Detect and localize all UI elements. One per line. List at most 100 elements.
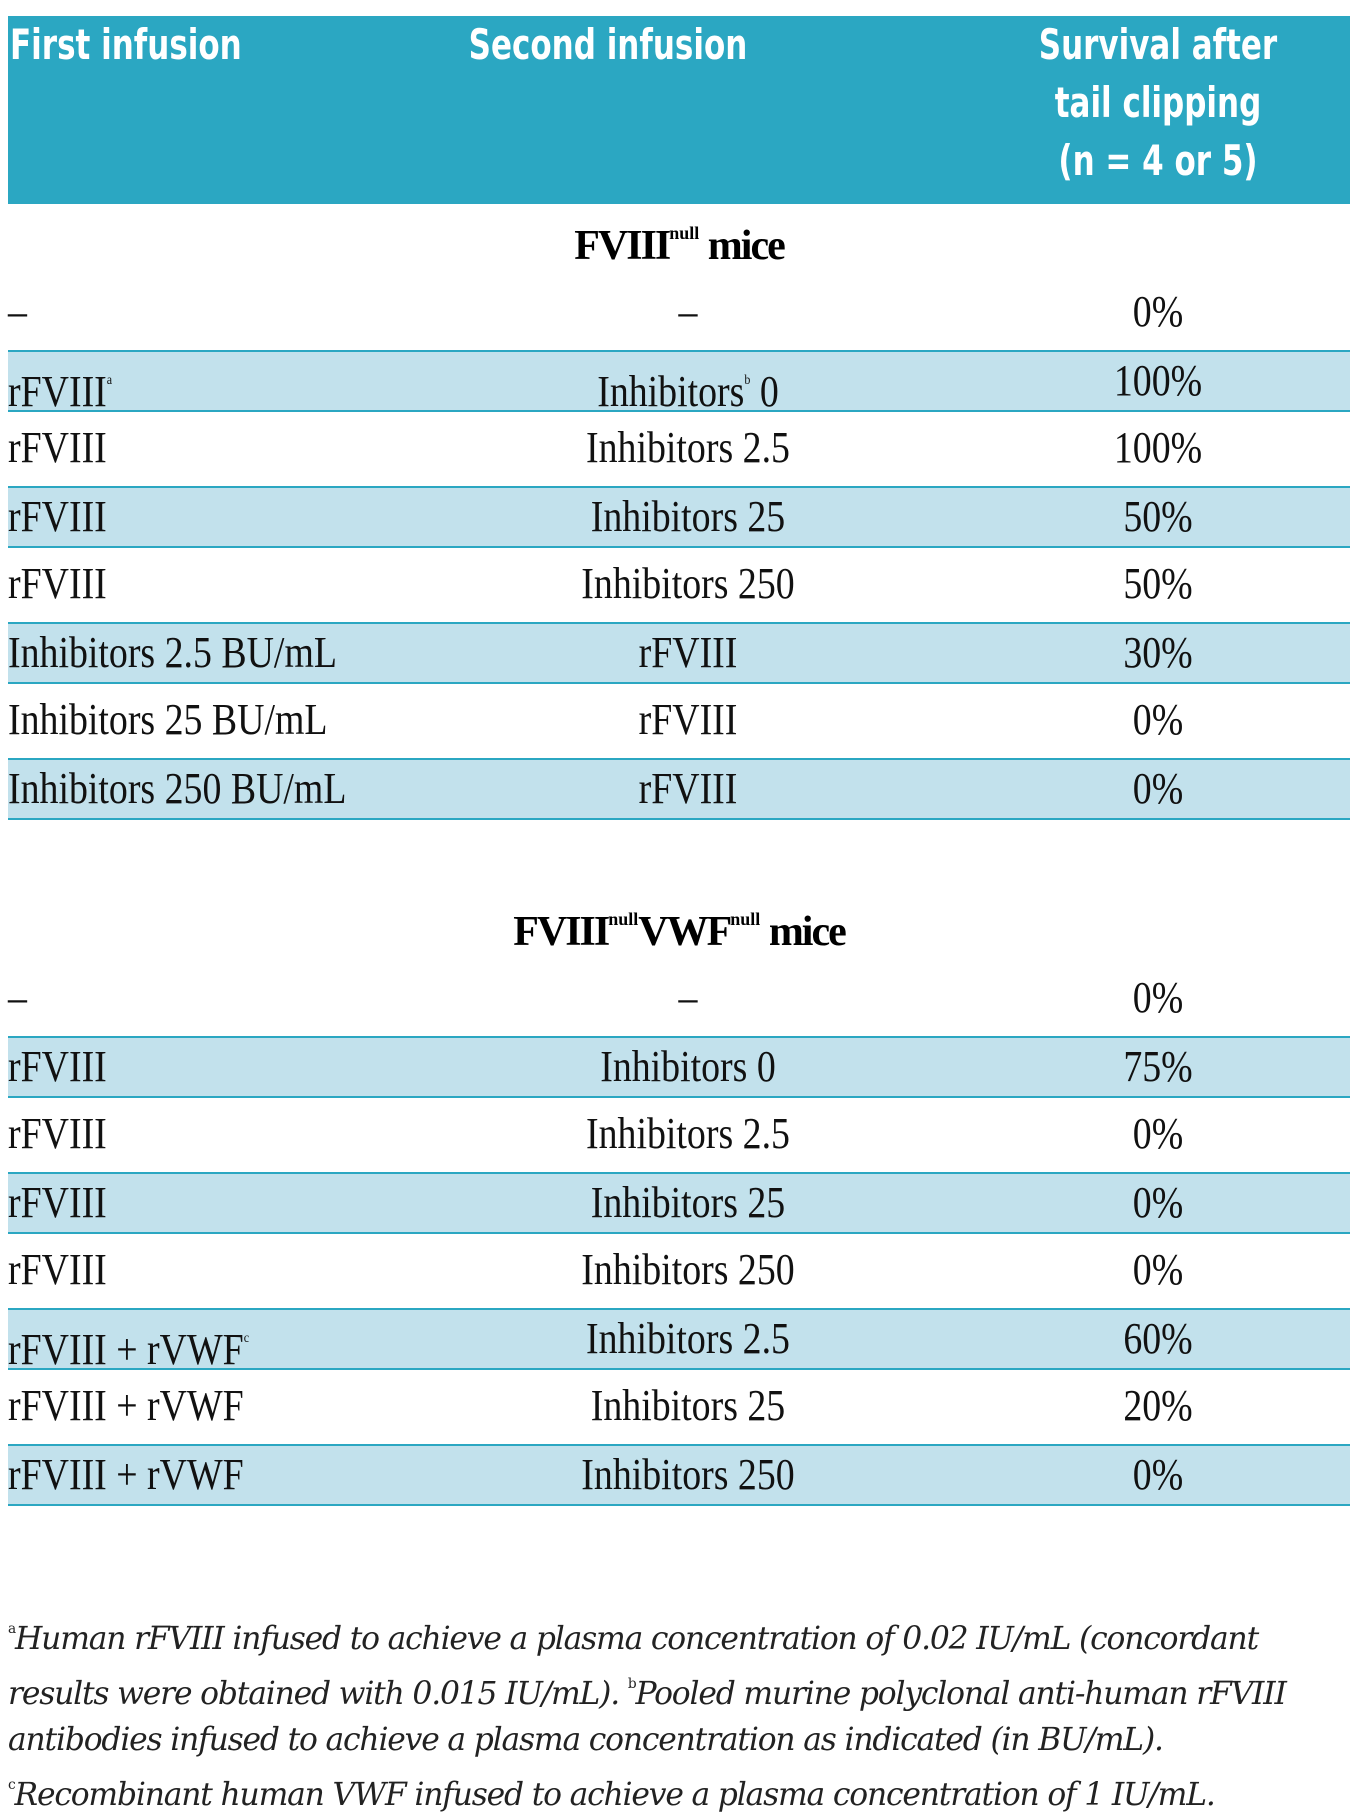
cell-second-infusion-text: Inhibitors 2.5 xyxy=(586,1314,790,1363)
section-spacer xyxy=(8,820,1350,890)
cell-first-infusion-text: rFVIII xyxy=(8,492,107,541)
section-title-sup2: null xyxy=(730,909,761,929)
cell-survival: 20% xyxy=(1123,1381,1193,1430)
footnote-c-marker: c xyxy=(8,1777,16,1793)
section-rows: – –0% rFVIIIa Inhibitorsb 0 100% rFVIII Inhibi… xyxy=(8,276,1350,820)
header-survival-line1: Survival after xyxy=(1038,20,1278,69)
footnote-a-marker: a xyxy=(8,1621,16,1637)
cell-survival: 0% xyxy=(1132,1245,1184,1294)
cell-second-infusion: Inhibitors 0 xyxy=(516,1038,860,1096)
cell-second-infusion: Inhibitors 250 xyxy=(516,548,860,620)
cell-second-infusion: rFVIII xyxy=(516,624,860,682)
cell-survival: 100% xyxy=(1113,356,1203,405)
cell-second-infusion: Inhibitors 250 xyxy=(516,1234,860,1306)
cell-first-infusion-text: rFVIII xyxy=(8,367,107,416)
table-row: – – 0% xyxy=(8,962,1350,1036)
section-rows: – – 0% rFVIII Inhibitors 0 75% rFVIII Inhibitor… xyxy=(8,962,1350,1506)
cell-survival: 100% xyxy=(1113,423,1203,472)
cell-first-infusion: rFVIII + rVWFc xyxy=(8,1310,249,1379)
cell-second-infusion: Inhibitorsb 0 xyxy=(516,352,860,421)
footnote-line: aHuman rFVIII infused to achieve a plasm… xyxy=(8,1606,1331,1661)
cell-second-infusion-text: rFVIII xyxy=(638,628,738,677)
table-row: rFVIIIa Inhibitorsb 0 100% xyxy=(8,350,1350,416)
cell-first-infusion-text: Inhibitors 2.5 BU/mL xyxy=(8,628,338,677)
cell-survival: 0% xyxy=(1132,1109,1184,1158)
cell-second-infusion: Inhibitors 2.5 xyxy=(516,1310,860,1368)
cell-survival: 0% xyxy=(1132,1178,1184,1227)
cell-first-infusion-text: – xyxy=(8,287,27,336)
table-row: rFVIII + rVWF Inhibitors 250 0% xyxy=(8,1444,1350,1506)
header-survival-line3: (n = 4 or 5) xyxy=(1058,136,1258,185)
section-title: FVIIInullVWFnull mice xyxy=(8,890,1350,962)
cell-second-infusion-text: Inhibitors 2.5 xyxy=(586,1109,790,1158)
table-row: Inhibitors 250 BU/mL rFVIII 0% xyxy=(8,758,1350,820)
footnote-line: antibodies infused to achieve a plasma c… xyxy=(8,1716,1331,1762)
cell-first-infusion: rFVIII xyxy=(8,488,107,546)
table-row: rFVIII Inhibitors 25 50% xyxy=(8,486,1350,548)
cell-second-infusion-text: Inhibitors 25 xyxy=(590,1178,786,1227)
cell-first-infusion-text: – xyxy=(8,973,27,1022)
cell-survival: 0% xyxy=(1132,695,1184,744)
cell-first-infusion-text: rFVIII xyxy=(8,1245,107,1294)
cell-second-infusion-text: Inhibitors 250 xyxy=(581,1450,795,1499)
cell-first-infusion: rFVIII xyxy=(8,1098,107,1170)
footnote-a-text: Human rFVIII infused to achieve a plasma… xyxy=(15,1619,1259,1657)
cell-second-infusion: Inhibitors 250 xyxy=(516,1446,860,1504)
section-title-mid: VWF xyxy=(638,909,732,955)
footnote-b-text: Pooled murine polyclonal anti-human rFVI… xyxy=(635,1674,1286,1712)
footnote-b-text-cont: antibodies infused to achieve a plasma c… xyxy=(8,1720,1164,1758)
cell-first-infusion: rFVIII xyxy=(8,412,107,484)
cell-first-infusion: rFVIII + rVWF xyxy=(8,1370,244,1442)
cell-survival: 0% xyxy=(1132,973,1184,1022)
footnotes: aHuman rFVIII infused to achieve a plasm… xyxy=(8,1606,1358,1817)
cell-second-infusion: Inhibitors 2.5 xyxy=(516,412,860,484)
footnote-line: cRecombinant human VWF infused to achiev… xyxy=(8,1762,1331,1817)
section-title-sup: null xyxy=(608,909,639,929)
cell-footnote-marker: a xyxy=(106,373,113,388)
table-row: rFVIII Inhibitors 250 50% xyxy=(8,548,1350,622)
section-title: FVIIInull mice xyxy=(8,204,1350,276)
cell-second-infusion-text: Inhibitors 2.5 xyxy=(586,423,790,472)
table-row: rFVIII Inhibitors 250 0% xyxy=(8,1234,1350,1308)
cell-second-infusion-text: Inhibitors 25 xyxy=(590,492,786,541)
cell-first-infusion: Inhibitors 25 BU/mL xyxy=(8,684,328,756)
cell-first-infusion: rFVIIIa xyxy=(8,352,112,421)
survival-table: First infusion Second infusion Survival … xyxy=(8,16,1350,1506)
footnote-c-text: Recombinant human VWF infused to achieve… xyxy=(14,1775,1216,1813)
cell-survival: 0% xyxy=(1132,1450,1184,1499)
footnote-line: results were obtained with 0.015 IU/mL).… xyxy=(8,1661,1331,1716)
cell-second-infusion-text: Inhibitors 0 xyxy=(600,1042,776,1091)
cell-first-infusion: rFVIII + rVWF xyxy=(8,1446,244,1504)
cell-first-infusion-text: rFVIII xyxy=(8,1109,107,1158)
cell-first-infusion: – xyxy=(8,276,27,348)
header-survival-line2: tail clipping xyxy=(1054,78,1262,127)
cell-survival: 60% xyxy=(1123,1314,1193,1363)
section-title-prefix: FVIII xyxy=(574,223,671,269)
cell-second-infusion: Inhibitors 25 xyxy=(516,1174,860,1232)
section-title-prefix: FVIII xyxy=(513,909,610,955)
cell-survival: 0% xyxy=(1132,287,1184,336)
header-first-infusion-label: First infusion xyxy=(10,20,242,69)
cell-first-infusion-text: Inhibitors 25 BU/mL xyxy=(8,695,328,744)
section-title-suffix: mice xyxy=(699,223,786,269)
cell-survival: 50% xyxy=(1123,492,1193,541)
cell-second-infusion: Inhibitors 2.5 xyxy=(516,1098,860,1170)
cell-first-infusion: rFVIII xyxy=(8,548,107,620)
cell-first-infusion-text: rFVIII + rVWF xyxy=(8,1325,244,1374)
cell-first-infusion-text: rFVIII xyxy=(8,1178,107,1227)
cell-first-infusion: Inhibitors 250 BU/mL xyxy=(8,760,346,818)
cell-survival: 50% xyxy=(1123,559,1193,608)
table-row: rFVIII Inhibitors 2.5 100% xyxy=(8,412,1350,486)
table-row: Inhibitors 2.5 BU/mL rFVIII 30% xyxy=(8,622,1350,684)
cell-first-infusion: rFVIII xyxy=(8,1174,107,1232)
cell-second-infusion: – xyxy=(516,276,860,348)
table-row: rFVIII + rVWF Inhibitors 25 20% xyxy=(8,1370,1350,1444)
table-row: rFVIII Inhibitors 0 75% xyxy=(8,1036,1350,1098)
header-second-infusion: Second infusion xyxy=(408,16,808,74)
table-row: rFVIII Inhibitors 25 0% xyxy=(8,1172,1350,1234)
cell-second-infusion-text: – xyxy=(678,973,698,1022)
cell-first-infusion: – xyxy=(8,962,27,1034)
cell-first-infusion: rFVIII xyxy=(8,1234,107,1306)
section-title-suffix: mice xyxy=(760,909,847,955)
